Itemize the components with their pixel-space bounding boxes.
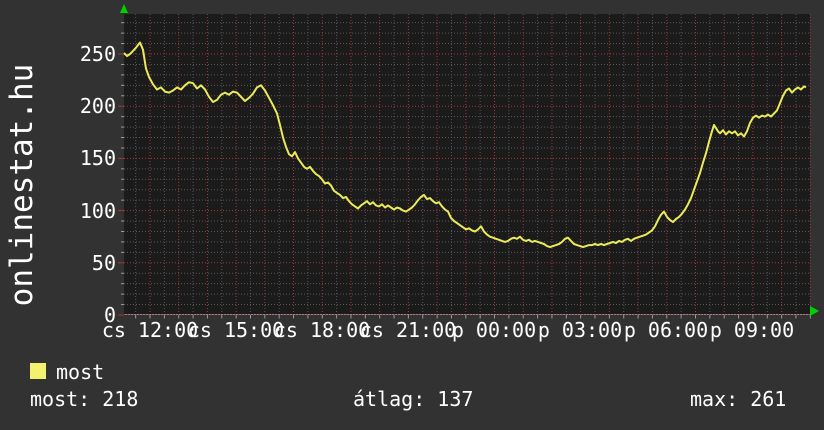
y-tick-label: 50 (91, 250, 116, 275)
x-tick-label: p 03:00 (537, 318, 623, 342)
y-axis-arrow-icon (120, 4, 128, 13)
y-tick-label: 0 (103, 303, 116, 327)
x-tick-label: p 06:00 (623, 318, 709, 342)
chart-plot-area (118, 4, 819, 319)
y-tick-label: 150 (79, 146, 116, 171)
x-axis-arrow-icon (810, 306, 819, 316)
stat-max: max: 261 (690, 387, 787, 411)
stat-most: most: 218 (30, 387, 139, 411)
x-tick-label: cs 15:00 (187, 318, 285, 342)
x-tick-label: cs 12:00 (101, 318, 199, 342)
series-line-most (123, 41, 807, 249)
stat-atlag: átlag: 137 (353, 387, 474, 411)
x-tick-label: cs 18:00 (273, 318, 371, 342)
grid-and-series (118, 14, 811, 319)
vertical-site-title: onlinestat.hu (4, 63, 40, 307)
plot-background (124, 14, 810, 315)
y-tick-label: 200 (79, 94, 116, 119)
x-tick-label: p 00:00 (451, 318, 537, 342)
legend-swatch-most (30, 363, 46, 379)
x-tick-label: cs 21:00 (359, 318, 457, 342)
x-tick-label: p 09:00 (709, 318, 795, 342)
legend-label: most (56, 360, 105, 384)
y-tick-label: 250 (79, 42, 116, 66)
y-tick-label: 100 (79, 198, 116, 223)
